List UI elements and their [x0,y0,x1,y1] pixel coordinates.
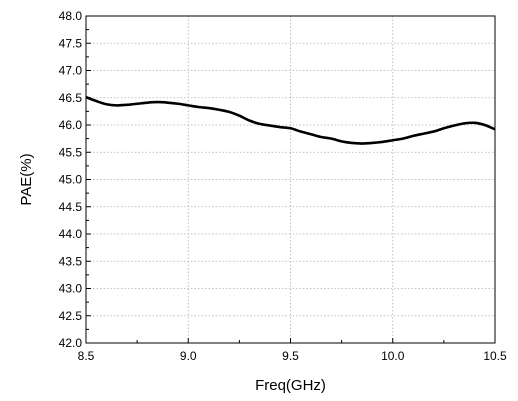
x-tick-label: 10.0 [381,349,405,363]
y-tick-label: 46.5 [59,91,83,105]
y-tick-label: 42.5 [59,309,83,323]
y-tick-label: 47.0 [59,64,83,78]
x-tick-label: 8.5 [78,349,95,363]
axis-ticks [85,15,496,344]
tick-labels: 42.0 42.5 43.0 43.5 44.0 44.5 45.0 45.5 46.0 46.5… [59,9,507,363]
y-tick-label: 42.0 [59,336,83,350]
x-tick-label: 9.5 [282,349,299,363]
y-tick-label: 48.0 [59,9,83,23]
pae-series-line [85,95,496,145]
y-tick-label: 46.0 [59,118,83,132]
grid-lines [86,16,495,343]
y-tick-label: 45.5 [59,145,83,159]
series-layer [85,95,496,145]
y-tick-label: 43.5 [59,254,83,268]
y-tick-label: 44.0 [59,227,83,241]
x-axis-title: Freq(GHz) [255,377,326,394]
x-tick-label: 9.0 [180,349,197,363]
y-tick-label: 47.5 [59,36,83,50]
y-tick-label: 43.0 [59,282,83,296]
y-tick-label: 44.5 [59,200,83,214]
x-tick-label: 10.5 [483,349,507,363]
y-tick-label: 45.0 [59,173,83,187]
y-axis-title: PAE(%) [18,153,35,205]
